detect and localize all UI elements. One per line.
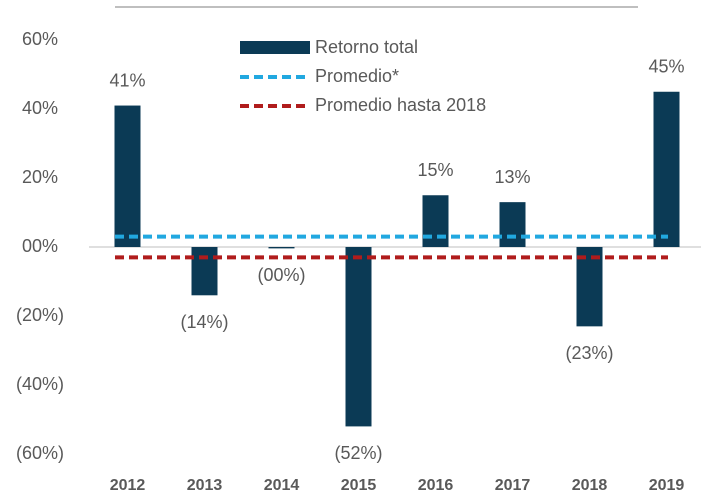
data-label: 45% <box>648 57 684 77</box>
bar <box>268 247 295 249</box>
bar <box>653 91 680 247</box>
bar <box>191 247 218 296</box>
x-tick-label: 2017 <box>495 477 531 494</box>
bar <box>499 202 526 247</box>
y-tick-label: (20%) <box>16 305 64 325</box>
data-label: 15% <box>417 160 453 180</box>
x-tick-label: 2012 <box>110 477 146 494</box>
y-tick-label: 60% <box>22 29 58 49</box>
data-label: (14%) <box>180 312 228 332</box>
bar <box>576 247 603 327</box>
x-tick-label: 2015 <box>341 477 377 494</box>
y-tick-label: 00% <box>22 236 58 256</box>
legend-swatch <box>240 41 310 54</box>
x-tick-label: 2016 <box>418 477 454 494</box>
y-tick-label: 20% <box>22 167 58 187</box>
y-tick-label: 40% <box>22 98 58 118</box>
bar <box>114 105 141 247</box>
y-tick-label: (60%) <box>16 443 64 463</box>
data-label: (23%) <box>565 343 613 363</box>
data-label: (00%) <box>257 265 305 285</box>
legend-label: Promedio hasta 2018 <box>315 95 486 115</box>
x-tick-label: 2019 <box>649 477 685 494</box>
y-tick-label: (40%) <box>16 374 64 394</box>
data-label: (52%) <box>334 443 382 463</box>
data-label: 41% <box>109 70 145 90</box>
bar <box>345 247 372 427</box>
x-tick-label: 2014 <box>264 477 300 494</box>
data-label: 13% <box>494 167 530 187</box>
x-tick-label: 2013 <box>187 477 223 494</box>
x-tick-label: 2018 <box>572 477 608 494</box>
legend-label: Promedio* <box>315 66 399 86</box>
legend-label: Retorno total <box>315 37 418 57</box>
bar <box>422 195 449 247</box>
